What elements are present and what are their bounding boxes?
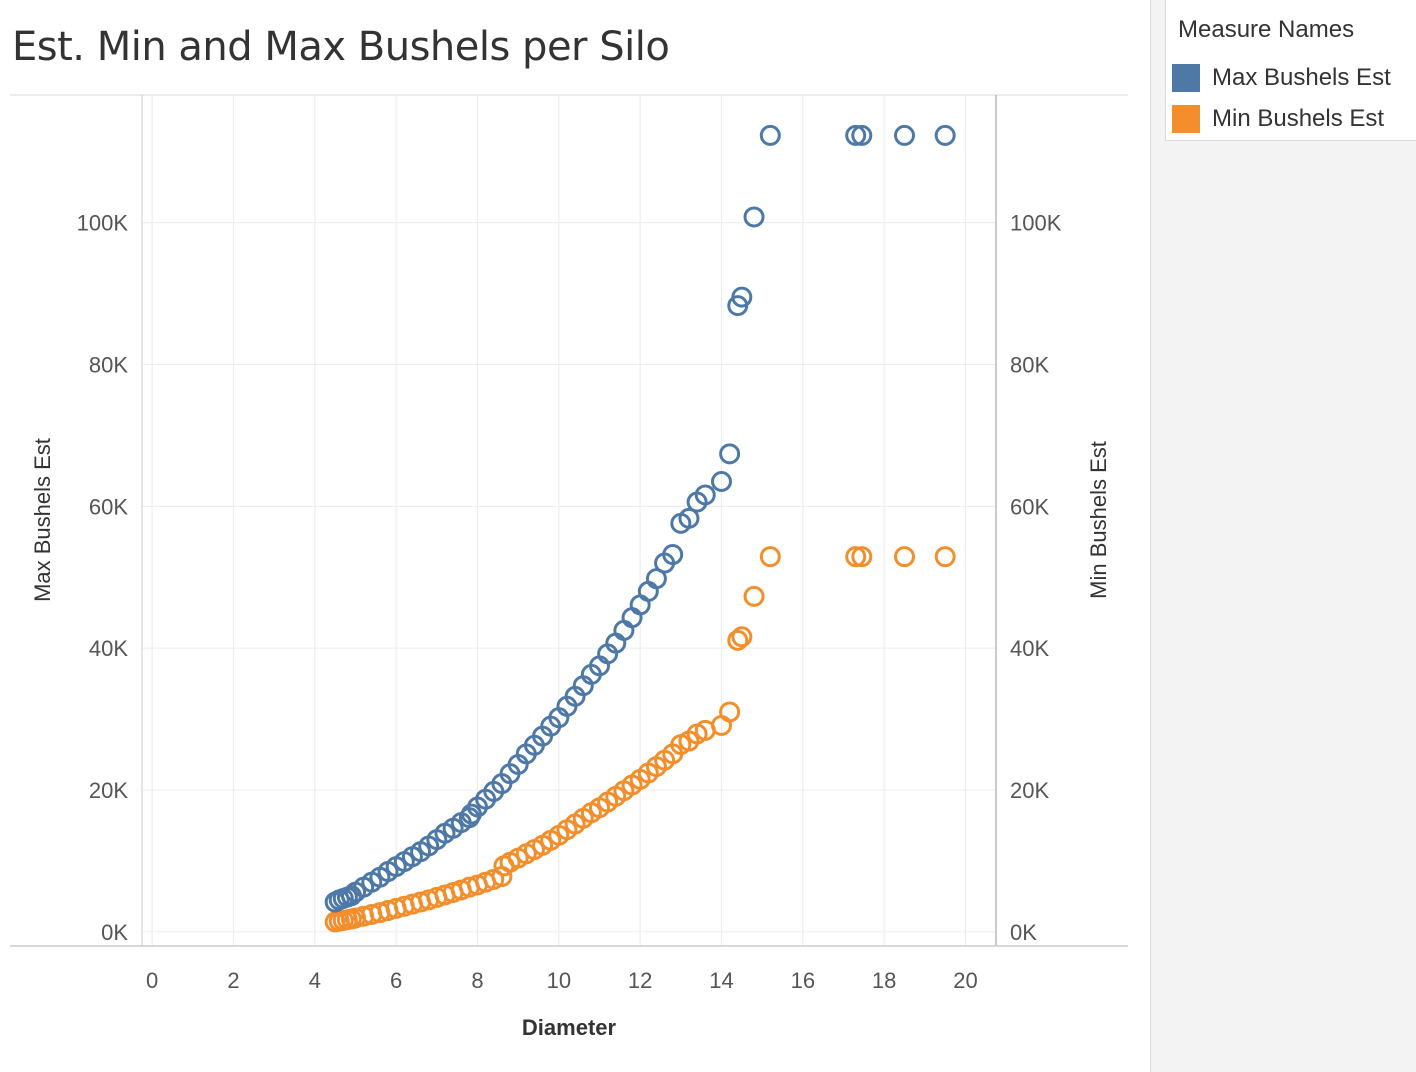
y-tick-label-right: 80K — [1010, 352, 1049, 377]
data-point-min — [845, 546, 867, 568]
data-point-min — [894, 546, 915, 568]
y-tick-label-right: 40K — [1010, 636, 1049, 661]
x-tick-label: 14 — [709, 968, 733, 993]
data-point-min — [743, 585, 765, 607]
legend-label-max: Max Bushels Est — [1212, 64, 1391, 91]
legend-pane — [1150, 0, 1416, 1072]
data-point-max — [934, 124, 956, 146]
data-point-max — [894, 124, 915, 146]
data-point-max — [851, 124, 873, 146]
data-point-min — [727, 629, 749, 651]
x-axis-title: Diameter — [522, 1015, 617, 1040]
x-tick-label: 0 — [146, 968, 158, 993]
legend-swatch-min — [1172, 105, 1200, 133]
y-axis-title-left: Max Bushels Est — [30, 438, 55, 602]
y-tick-label-left: 20K — [89, 778, 128, 803]
y-axis-title-right: Min Bushels Est — [1086, 441, 1111, 599]
scatter-plot: 0 2 4 6 8 10 12 14 16 18 20 0K 0K 20K 20K 40K 40K 60K 60K 8… — [10, 94, 1128, 1040]
x-tick-label: 16 — [791, 968, 815, 993]
data-point-max — [845, 124, 867, 146]
y-tick-label-right: 20K — [1010, 778, 1049, 803]
data-point-max — [731, 286, 753, 308]
x-tick-label: 2 — [227, 968, 239, 993]
data-point-max — [694, 484, 716, 506]
x-tick-label: 18 — [872, 968, 896, 993]
data-point-min — [934, 546, 956, 568]
x-tick-label: 6 — [390, 968, 402, 993]
data-point-max — [678, 507, 700, 529]
legend-label-min: Min Bushels Est — [1212, 105, 1385, 132]
legend-item-max[interactable]: Max Bushels Est — [1172, 63, 1391, 93]
data-point-min — [759, 546, 781, 568]
data-point-max — [743, 206, 765, 228]
y-tick-label-right: 0K — [1010, 920, 1037, 945]
x-tick-label: 10 — [547, 968, 571, 993]
data-point-max — [711, 470, 732, 492]
data-point-min — [719, 701, 741, 723]
data-point-min — [851, 546, 873, 568]
y-tick-label-right: 100K — [1010, 211, 1062, 236]
y-tick-label-left: 0K — [101, 920, 128, 945]
y-tick-label-left: 80K — [89, 352, 128, 377]
x-tick-label: 12 — [628, 968, 652, 993]
x-tick-label: 8 — [471, 968, 483, 993]
y-tick-label-left: 100K — [77, 211, 129, 236]
legend-swatch-max — [1172, 64, 1200, 92]
y-tick-label-left: 60K — [89, 494, 128, 519]
data-point-max — [759, 124, 781, 146]
y-tick-label-left: 40K — [89, 636, 128, 661]
legend: Measure Names Max Bushels Est Min Bushel… — [1165, 0, 1416, 141]
data-point-min — [731, 626, 753, 648]
data-point-max — [719, 443, 741, 465]
data-point-max — [662, 544, 684, 566]
x-tick-label: 4 — [309, 968, 321, 993]
chart-title: Est. Min and Max Bushels per Silo — [12, 24, 670, 70]
legend-item-min[interactable]: Min Bushels Est — [1172, 104, 1384, 134]
x-tick-label: 20 — [953, 968, 977, 993]
legend-title: Measure Names — [1178, 16, 1355, 43]
y-tick-label-right: 60K — [1010, 494, 1049, 519]
